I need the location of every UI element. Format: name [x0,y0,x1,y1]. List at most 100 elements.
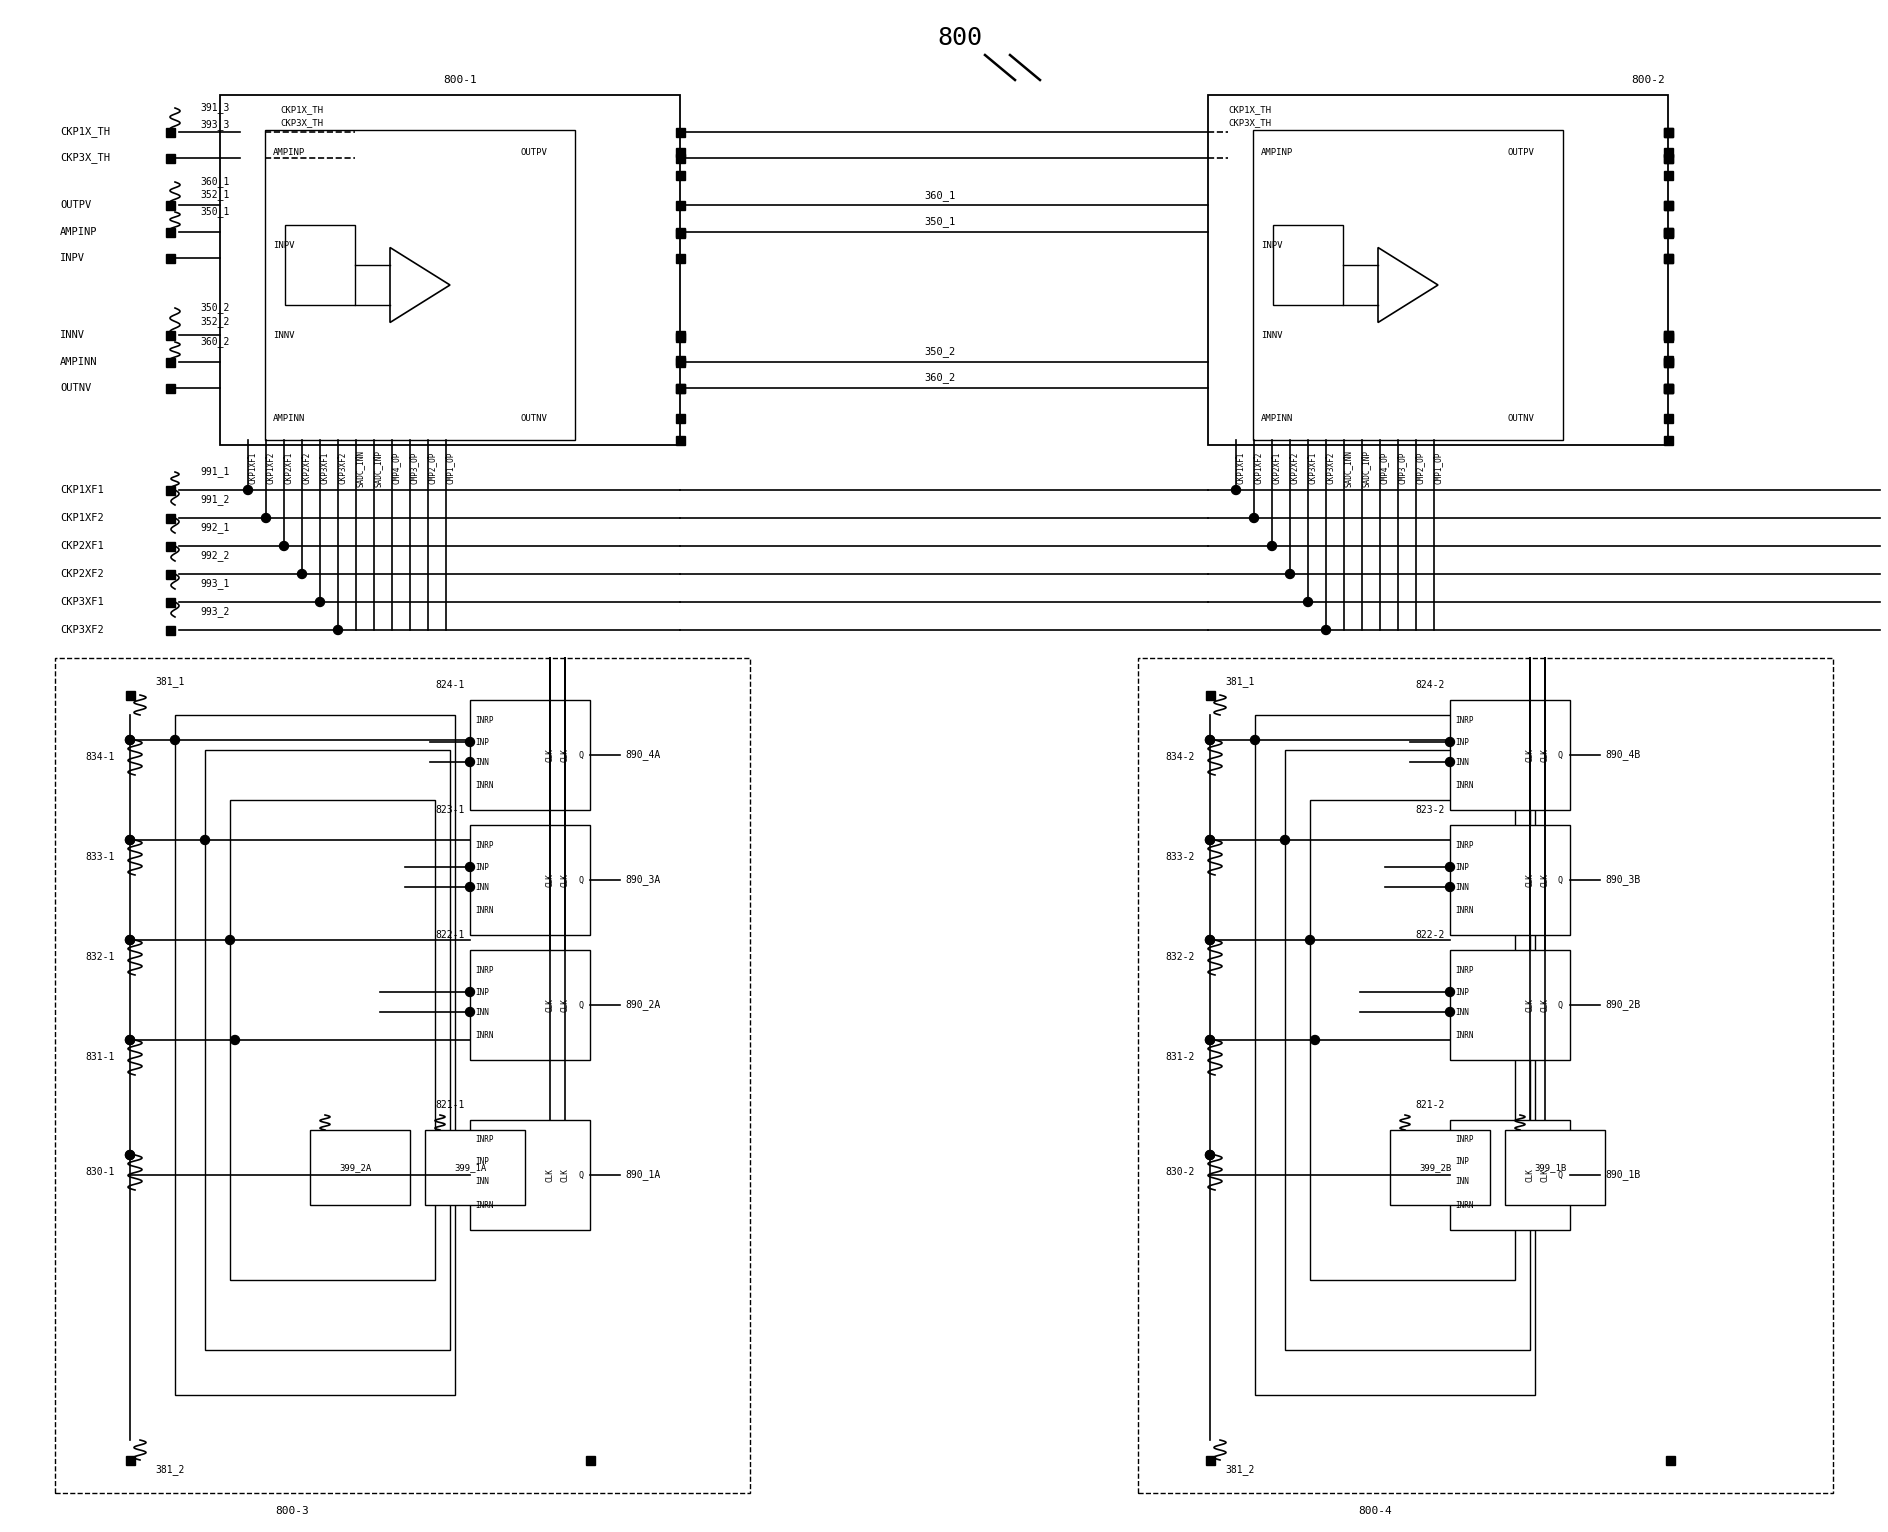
Bar [1665,1455,1675,1465]
Bar [1450,1120,1571,1230]
Bar [1254,130,1563,440]
Circle shape [298,570,306,579]
Circle shape [466,1008,474,1017]
Text: CMP2_OP: CMP2_OP [429,452,436,484]
Text: INRN: INRN [476,780,493,789]
Text: 821-2: 821-2 [1416,1100,1444,1111]
Text: CKP2XF1: CKP2XF1 [283,452,293,484]
Circle shape [1206,936,1214,945]
Text: CKP1X_TH: CKP1X_TH [60,127,110,138]
Circle shape [1446,1008,1454,1017]
Text: CLK: CLK [561,1167,570,1181]
Bar [1663,227,1673,236]
Bar [676,227,685,236]
Bar [166,570,174,579]
Text: 993_2: 993_2 [200,607,228,617]
Circle shape [1206,1151,1214,1160]
Text: 399_2A: 399_2A [338,1163,372,1172]
Text: AMPINN: AMPINN [60,357,98,368]
Text: CLK: CLK [561,748,570,761]
Bar [1663,357,1673,366]
Text: OUTPV: OUTPV [519,147,548,156]
Text: INRP: INRP [476,715,493,725]
Text: OUTNV: OUTNV [60,383,91,394]
Circle shape [1446,882,1454,892]
Text: CKP3XF1: CKP3XF1 [319,452,329,484]
Circle shape [1206,1151,1214,1160]
Bar [1663,355,1673,365]
Bar [1663,332,1673,342]
Bar [676,201,685,210]
Text: Q: Q [578,1000,583,1010]
Text: SADC_INN: SADC_INN [1344,449,1354,487]
Bar [1310,800,1514,1281]
Bar [1663,253,1673,262]
Circle shape [1231,486,1240,495]
Text: INPV: INPV [274,241,295,250]
Text: INRP: INRP [476,1135,493,1144]
Circle shape [244,486,253,495]
Text: CLK: CLK [561,873,570,887]
Text: INP: INP [1456,1158,1469,1166]
Text: AMPINN: AMPINN [1261,414,1293,423]
Bar [166,625,174,634]
Text: 834-1: 834-1 [85,752,115,761]
Bar [1663,228,1673,237]
Text: 821-1: 821-1 [436,1100,464,1111]
Text: Q: Q [1558,1170,1563,1180]
Text: INRN: INRN [1456,1201,1473,1209]
Text: INN: INN [476,882,489,892]
Circle shape [125,735,134,745]
Text: CLK: CLK [1526,873,1535,887]
Circle shape [1322,625,1331,634]
Text: 800-4: 800-4 [1357,1506,1391,1517]
Text: CKP3X_TH: CKP3X_TH [60,153,110,164]
Bar [1663,153,1673,162]
Text: 822-2: 822-2 [1416,930,1444,941]
Text: 991_1: 991_1 [200,467,228,478]
Text: 381_2: 381_2 [155,1465,185,1475]
Bar [1390,1131,1490,1206]
Text: 352_2: 352_2 [200,317,228,328]
Circle shape [125,936,134,945]
Text: INP: INP [1456,863,1469,872]
Bar [470,700,591,810]
Text: 822-1: 822-1 [436,930,464,941]
Text: 991_2: 991_2 [200,495,228,506]
Bar [166,383,174,392]
Text: SADC_INP: SADC_INP [1361,449,1371,487]
Bar [425,1131,525,1206]
Circle shape [315,597,325,607]
Text: CLK: CLK [1541,1167,1550,1181]
Text: INRN: INRN [476,905,493,915]
Bar [285,225,355,305]
Bar [1663,147,1673,156]
Bar [1663,153,1673,162]
Text: 350_1: 350_1 [200,207,228,218]
Bar [310,1131,410,1206]
Text: CMP3_OP: CMP3_OP [1397,452,1407,484]
Text: 833-1: 833-1 [85,852,115,863]
Text: CKP1XF2: CKP1XF2 [60,513,104,522]
Bar [166,201,174,210]
Text: INP: INP [476,1158,489,1166]
Text: Q: Q [578,1170,583,1180]
Text: 890_4A: 890_4A [625,749,661,760]
Circle shape [262,513,270,522]
Bar [676,383,685,392]
Bar [1663,201,1673,210]
Circle shape [170,735,179,745]
Bar [125,1455,134,1465]
Circle shape [1280,835,1290,844]
Text: INRP: INRP [1456,1135,1473,1144]
Text: CKP2XF2: CKP2XF2 [302,452,312,484]
Bar [1663,383,1673,392]
Text: OUTNV: OUTNV [519,414,548,423]
Text: INRN: INRN [476,1201,493,1209]
Circle shape [200,835,210,844]
Bar [676,170,685,179]
Text: AMPINP: AMPINP [60,227,98,237]
Text: INNV: INNV [274,331,295,340]
Text: 830-1: 830-1 [85,1167,115,1177]
Text: CKP3XF2: CKP3XF2 [338,452,347,484]
